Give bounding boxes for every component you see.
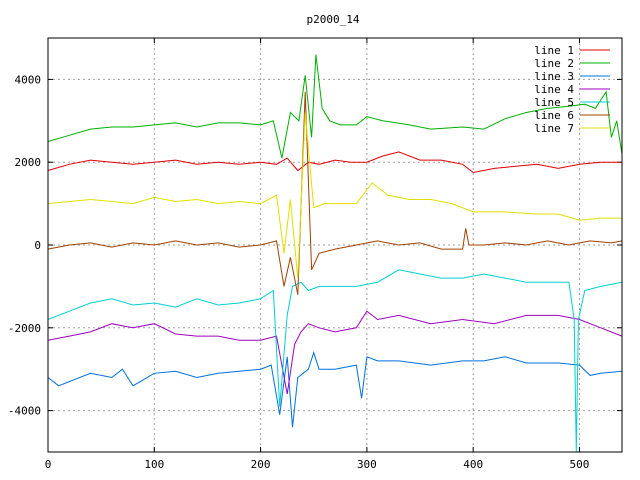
plot-area [47,54,623,453]
legend-label: line 6 [534,109,574,122]
series-line-7 [47,112,622,279]
x-tick-label: 200 [251,458,271,471]
chart-title: p2000_14 [307,13,360,26]
legend-label: line 4 [534,83,574,96]
legend-label: line 7 [534,122,574,135]
axes: 0 100 200 300 400 500 -4000 -2000 0 2000 4000 [8,38,622,471]
x-tick-label: 400 [463,458,483,471]
plot-frame [47,37,623,453]
series-line-4 [47,310,623,395]
x-tick-label: 500 [570,458,590,471]
legend-label: line 1 [534,44,574,57]
y-tick-label: -4000 [8,405,41,418]
x-tick-label: 0 [45,458,52,471]
series-line-3 [47,350,623,428]
legend-label: line 2 [534,57,574,70]
series-line-1 [47,151,622,174]
legend-label: line 3 [534,70,574,83]
y-tick-label: -2000 [8,322,41,335]
series-line-2 [47,54,623,159]
y-tick-label: 0 [34,239,41,252]
y-tick-label: 4000 [15,73,42,86]
series-line-5 [47,269,623,453]
series-line-6 [47,91,623,295]
y-tick-label: 2000 [15,156,42,169]
x-tick-label: 300 [357,458,377,471]
legend-label: line 5 [534,96,574,109]
x-tick-label: 100 [144,458,164,471]
